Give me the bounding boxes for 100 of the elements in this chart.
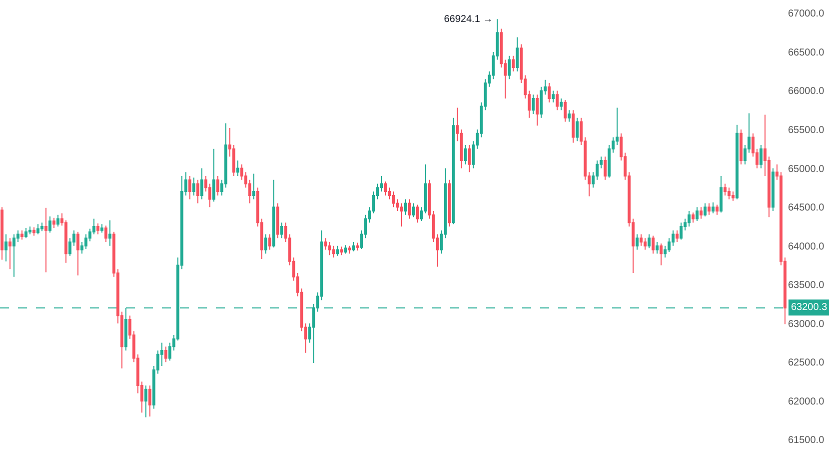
candlestick	[340, 246, 344, 256]
y-tick-label: 66500.0	[788, 47, 825, 58]
candlestick	[40, 222, 44, 232]
y-tick-label: 62000.0	[788, 396, 825, 408]
candlestick	[328, 241, 332, 256]
candlestick	[644, 238, 647, 250]
candlestick	[268, 234, 272, 250]
y-tick-label: 67000.0	[788, 8, 825, 20]
candlestick	[100, 224, 104, 234]
candlestick	[44, 207, 48, 273]
candlestick	[348, 245, 352, 254]
candlestick	[332, 245, 336, 258]
candlestick	[212, 148, 216, 202]
candlestick	[536, 94, 539, 126]
ref-line-label: 63200.3	[791, 302, 828, 313]
candlestick	[692, 212, 695, 224]
candlestick	[724, 183, 727, 196]
candlestick	[104, 225, 108, 242]
candlestick	[716, 204, 719, 216]
candlestick	[164, 346, 168, 363]
annotation: 66924.1 →	[444, 14, 493, 25]
candlestick	[512, 55, 515, 72]
y-tick-label: 64500.0	[788, 202, 825, 214]
candlestick	[408, 198, 411, 220]
candlestick	[336, 245, 340, 256]
candlestick	[264, 234, 268, 254]
candlestick	[252, 173, 256, 200]
candlestick	[344, 244, 348, 254]
candlestick	[280, 222, 284, 239]
candlestick	[560, 98, 563, 111]
candlestick	[28, 226, 32, 235]
candlestick	[728, 187, 731, 200]
candlestick	[108, 220, 112, 246]
candlestick	[96, 222, 100, 235]
candlestick	[652, 235, 655, 254]
candlestick	[236, 160, 240, 177]
candlestick	[736, 124, 739, 200]
candlestick	[740, 129, 743, 165]
y-tick-label: 64000.0	[788, 241, 825, 252]
candlestick	[4, 234, 8, 262]
candlestick	[452, 117, 455, 225]
candlestick	[352, 241, 356, 252]
y-tick-label: 63500.0	[788, 280, 825, 292]
candlestick	[712, 202, 715, 214]
candlestick	[196, 179, 200, 204]
candlestick	[636, 234, 639, 250]
candlestick	[548, 82, 551, 103]
candlestick	[568, 110, 571, 122]
candlestick	[216, 176, 220, 196]
candlestick	[604, 156, 607, 180]
y-tick-label: 66000.0	[788, 86, 825, 98]
y-tick-label: 61500.0	[788, 435, 825, 446]
candlestick	[708, 202, 711, 216]
candlestick	[556, 90, 559, 111]
candlestick	[32, 226, 36, 236]
candlestick	[656, 241, 659, 254]
candlestick	[660, 243, 663, 266]
candlestick	[464, 144, 467, 165]
y-tick-label: 62500.0	[788, 358, 825, 369]
candlestick	[572, 110, 575, 144]
candlestick	[148, 384, 152, 417]
candlestick	[24, 228, 28, 239]
candlestick	[144, 384, 148, 418]
candlestick	[356, 242, 360, 251]
candlestick	[12, 234, 16, 278]
candlestick	[448, 179, 451, 227]
candlestick	[772, 168, 774, 212]
candlestick	[564, 100, 567, 122]
candlestick	[272, 179, 276, 248]
candlestick	[532, 94, 535, 115]
candlestick	[676, 230, 679, 242]
candlestick	[56, 214, 60, 227]
candlestick	[640, 234, 643, 246]
candlestick	[516, 36, 519, 72]
candlestick	[192, 177, 196, 196]
candlestick	[76, 231, 80, 276]
candlestick	[760, 144, 763, 169]
candlestick	[412, 202, 415, 218]
candlestick	[720, 176, 723, 213]
candlestick	[384, 180, 387, 196]
candlestick	[20, 230, 24, 240]
y-tick-label: 65000.0	[788, 164, 825, 175]
candlestick	[36, 224, 40, 235]
candlestick	[468, 144, 471, 173]
candlestick	[400, 202, 403, 227]
candlestick	[696, 206, 699, 222]
candlestick	[188, 176, 192, 200]
candlestick	[200, 168, 204, 200]
candlestick	[508, 55, 511, 80]
candlestick	[416, 204, 419, 224]
candlestick	[52, 217, 56, 229]
y-tick-label: 63000.0	[788, 318, 825, 330]
candlestick	[0, 206, 4, 260]
candlestick	[680, 222, 683, 240]
candlestick	[732, 191, 735, 202]
candlestick	[576, 117, 579, 142]
y-tick-label: 65500.0	[788, 125, 825, 136]
candlestick	[392, 191, 395, 208]
candlestick	[276, 202, 280, 239]
candlestick	[688, 210, 691, 227]
